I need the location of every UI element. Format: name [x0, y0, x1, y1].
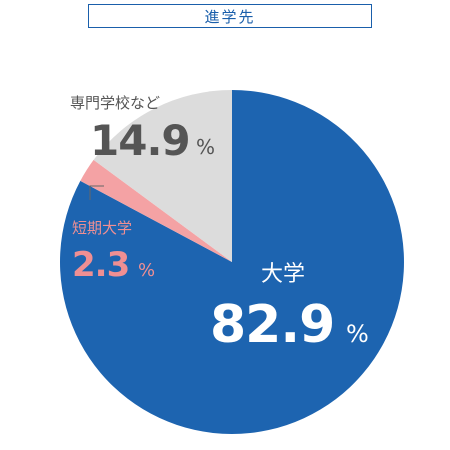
- slice-unit-vocational-school: %: [196, 135, 215, 159]
- slice-unit-junior-college: %: [138, 260, 155, 281]
- slice-label-junior-college: 短期大学: [72, 219, 132, 237]
- slice-vocational-school: [93, 90, 232, 262]
- slice-value-university: 82.9: [210, 295, 334, 355]
- junior-college-leader-line: [89, 185, 104, 200]
- slice-value-junior-college: 2.3: [72, 245, 129, 285]
- slice-label-university: 大学: [261, 262, 305, 287]
- slice-junior-college: [80, 159, 232, 262]
- slice-university: [59, 90, 404, 434]
- chart-title: 進学先: [88, 4, 372, 28]
- slice-value-vocational-school: 14.9: [90, 116, 190, 165]
- slice-unit-university: %: [346, 320, 369, 348]
- slice-label-vocational-school: 専門学校など: [70, 94, 160, 112]
